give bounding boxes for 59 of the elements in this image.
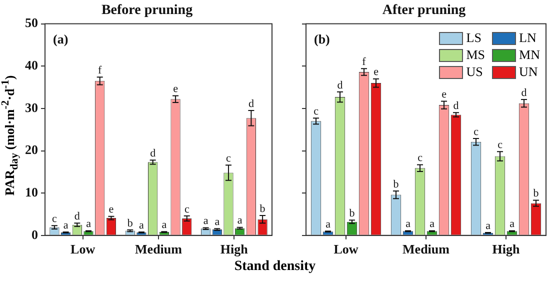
data-label: d: [453, 100, 460, 112]
data-label: f: [362, 56, 366, 68]
data-label: a: [162, 218, 167, 231]
data-label: d: [337, 79, 344, 92]
x-tick-label: High: [492, 242, 520, 257]
data-label: c: [418, 152, 423, 164]
annotation: (b): [314, 32, 330, 47]
data-label: a: [86, 218, 92, 230]
data-label: c: [474, 126, 479, 138]
chart-title: After pruning: [382, 3, 466, 18]
data-label: c: [184, 203, 190, 216]
x-tick-label: High: [220, 242, 249, 257]
data-label: d: [248, 98, 254, 110]
data-label: a: [214, 216, 220, 228]
data-label: a: [63, 219, 68, 232]
legend-label: LN: [519, 30, 536, 46]
data-label: d: [521, 86, 528, 99]
data-label: b: [393, 178, 400, 190]
annotation: (a): [53, 32, 68, 47]
x-tick-label: Low: [70, 242, 96, 257]
data-label: a: [486, 220, 491, 232]
data-label: a: [510, 218, 515, 230]
chart-title: Before pruning: [101, 3, 193, 18]
data-label: d: [74, 210, 80, 223]
y-tick-label: 30: [25, 100, 38, 115]
data-label: a: [203, 215, 208, 228]
data-label: a: [430, 218, 435, 230]
data-label: b: [127, 217, 134, 230]
y-tick-label: 40: [25, 57, 38, 72]
data-label: b: [260, 202, 266, 215]
y-tick-label: 50: [25, 15, 38, 30]
data-label: e: [173, 83, 178, 96]
data-label: c: [314, 106, 319, 118]
legend-label: US: [466, 64, 483, 80]
legend-label: LS: [466, 30, 482, 46]
y-tick-label: 10: [25, 184, 38, 200]
data-label: e: [374, 66, 379, 78]
x-tick-label: Medium: [402, 242, 450, 257]
data-label: a: [237, 214, 242, 227]
legend-label: MS: [466, 47, 486, 63]
data-label: b: [533, 188, 540, 200]
y-tick-label: 0: [32, 226, 38, 242]
data-label: f: [98, 64, 102, 77]
data-label: a: [139, 219, 144, 232]
y-tick-label: 20: [25, 142, 38, 158]
data-label: b: [349, 208, 356, 220]
data-label: d: [150, 147, 156, 160]
x-tick-label: Medium: [135, 242, 182, 257]
legend-label: UN: [519, 64, 538, 80]
data-label: c: [498, 138, 503, 151]
x-tick-label: Low: [334, 242, 359, 257]
data-label: c: [226, 152, 232, 165]
data-label: a: [406, 218, 411, 230]
data-label: a: [326, 218, 331, 231]
legend-label: MN: [519, 47, 540, 63]
data-label: e: [108, 204, 114, 216]
data-label: e: [442, 88, 447, 101]
x-axis-title: Stand density: [233, 259, 317, 275]
data-label: c: [52, 213, 58, 226]
